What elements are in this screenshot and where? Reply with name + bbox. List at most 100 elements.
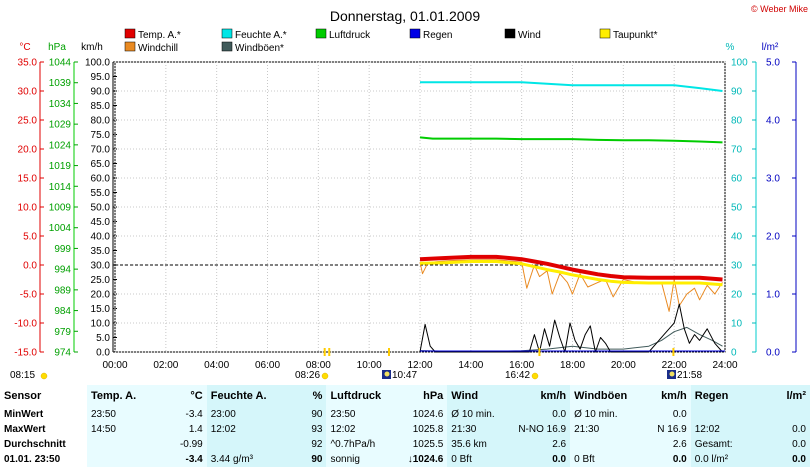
cell-time: 21:30: [570, 422, 638, 437]
cell-value: 1025.5: [393, 437, 448, 452]
windchill-series: [419, 259, 723, 312]
x-tick-label: 18:00: [560, 360, 585, 371]
legend-swatch: [221, 28, 233, 39]
legend-label: Luftdruck: [329, 30, 371, 41]
rain-tick-label: 2.0: [766, 232, 780, 243]
hpa-tick-label: 989: [54, 285, 71, 296]
header-rain: Regen: [690, 385, 758, 407]
legend-swatch: [599, 28, 611, 39]
x-tick-label: 14:00: [458, 360, 483, 371]
cell-time: 3.44 g/m³: [206, 452, 275, 467]
rain-tick-label: 1.0: [766, 290, 780, 301]
cell-value: 90: [274, 452, 327, 467]
x-tick-label: 06:00: [255, 360, 280, 371]
percent-tick-label: 90: [731, 87, 743, 98]
cell-time: 35.6 km: [447, 437, 515, 452]
cell-time: [690, 407, 758, 422]
legend-label: Wind: [518, 30, 541, 41]
hpa-tick-label: 1044: [49, 58, 72, 69]
cell-value: 1024.6: [393, 407, 448, 422]
cell-time: 23:50: [326, 407, 394, 422]
header-wind-unit: km/h: [514, 385, 571, 407]
x-tick-label: 08:00: [306, 360, 331, 371]
hpa-tick-label: 974: [54, 348, 71, 359]
rain-tick-label: 3.0: [766, 174, 780, 185]
kmh-tick-label: 65.0: [91, 159, 111, 170]
cell-value: -0.99: [154, 437, 207, 452]
kmh-tick-label: 75.0: [91, 130, 111, 141]
header-pressure-unit: hPa: [393, 385, 448, 407]
sun-icon: [531, 372, 539, 380]
legend-label: Temp. A.*: [138, 30, 181, 41]
row-label: MinWert: [0, 407, 87, 422]
percent-tick-label: 60: [731, 174, 743, 185]
legend-swatch: [409, 28, 421, 39]
cell-time: 21:30: [447, 422, 515, 437]
percent-tick-label: 40: [731, 232, 743, 243]
percent-tick-label: 0: [731, 348, 737, 359]
cell-value: 92: [274, 437, 327, 452]
x-tick-label: 12:00: [407, 360, 432, 371]
cell-value: ↓1024.6: [393, 452, 448, 467]
rain-tick-label: 0.0: [766, 348, 780, 359]
axis-unit-label: %: [726, 42, 735, 53]
row-label: 01.01. 23:50: [0, 452, 87, 467]
cell-time: 23:50: [86, 407, 155, 422]
hpa-tick-label: 1039: [49, 78, 72, 89]
axis-unit-label: hPa: [48, 42, 66, 53]
cell-value: 0.0: [757, 437, 810, 452]
header-rain-unit: l/m²: [757, 385, 810, 407]
sun-icon: [40, 372, 48, 380]
cell-value: 1025.8: [393, 422, 448, 437]
header-windgust: Windböen: [570, 385, 638, 407]
cell-time: 14:50: [86, 422, 155, 437]
table-row-max: MaxWert 14:50 1.4 12:02 93 12:02 1025.8 …: [0, 422, 810, 437]
hpa-tick-label: 994: [54, 265, 71, 276]
kmh-tick-label: 70.0: [91, 145, 111, 156]
legend-swatch: [315, 28, 327, 39]
cell-value: 0.0: [757, 452, 810, 467]
hpa-tick-label: 999: [54, 244, 71, 255]
time-marker-label: 08:26: [295, 370, 320, 381]
cell-time: 12:02: [326, 422, 394, 437]
celsius-tick-label: 5.0: [23, 232, 37, 243]
celsius-tick-label: 0.0: [23, 261, 37, 272]
hpa-tick-label: 1004: [49, 223, 72, 234]
cell-value: 2.6: [637, 437, 691, 452]
cell-time: [86, 437, 155, 452]
cell-time: Ø 10 min.: [570, 407, 638, 422]
kmh-tick-label: 20.0: [91, 290, 111, 301]
kmh-tick-label: 35.0: [91, 246, 111, 257]
x-tick-label: 02:00: [153, 360, 178, 371]
cell-value: 0.0: [757, 422, 810, 437]
kmh-tick-label: 15.0: [91, 304, 111, 315]
kmh-tick-label: 25.0: [91, 275, 111, 286]
cell-value: 0.0: [637, 407, 691, 422]
kmh-tick-label: 100.0: [85, 58, 110, 69]
x-tick-label: 16:00: [509, 360, 534, 371]
time-marker-label: 21:58: [677, 370, 702, 381]
hpa-tick-label: 1029: [49, 120, 72, 131]
moon-icon-disc: [384, 371, 390, 377]
kmh-tick-label: 60.0: [91, 174, 111, 185]
cell-value: -3.4: [154, 452, 207, 467]
time-marker-label: 08:15: [10, 370, 35, 381]
kmh-tick-label: 55.0: [91, 188, 111, 199]
legend-label: Windchill: [138, 43, 178, 54]
cell-time: 12:02: [206, 422, 275, 437]
rain-tick-label: 4.0: [766, 116, 780, 127]
cell-time: 0 Bft: [447, 452, 515, 467]
header-temp-unit: °C: [154, 385, 207, 407]
x-tick-label: 04:00: [204, 360, 229, 371]
x-tick-label: 22:00: [662, 360, 687, 371]
percent-tick-label: 100: [731, 58, 748, 69]
header-pressure: Luftdruck: [326, 385, 394, 407]
cell-value: N-NO 16.9: [514, 422, 571, 437]
kmh-tick-label: 95.0: [91, 72, 111, 83]
celsius-tick-label: 35.0: [18, 58, 38, 69]
kmh-tick-label: 5.0: [96, 333, 110, 344]
weather-chart: Donnerstag, 01.01.2009 © Weber Mike Temp.…: [10, 4, 808, 381]
legend-swatch: [504, 28, 516, 39]
kmh-tick-label: 0.0: [96, 348, 110, 359]
cell-value: 90: [274, 407, 327, 422]
